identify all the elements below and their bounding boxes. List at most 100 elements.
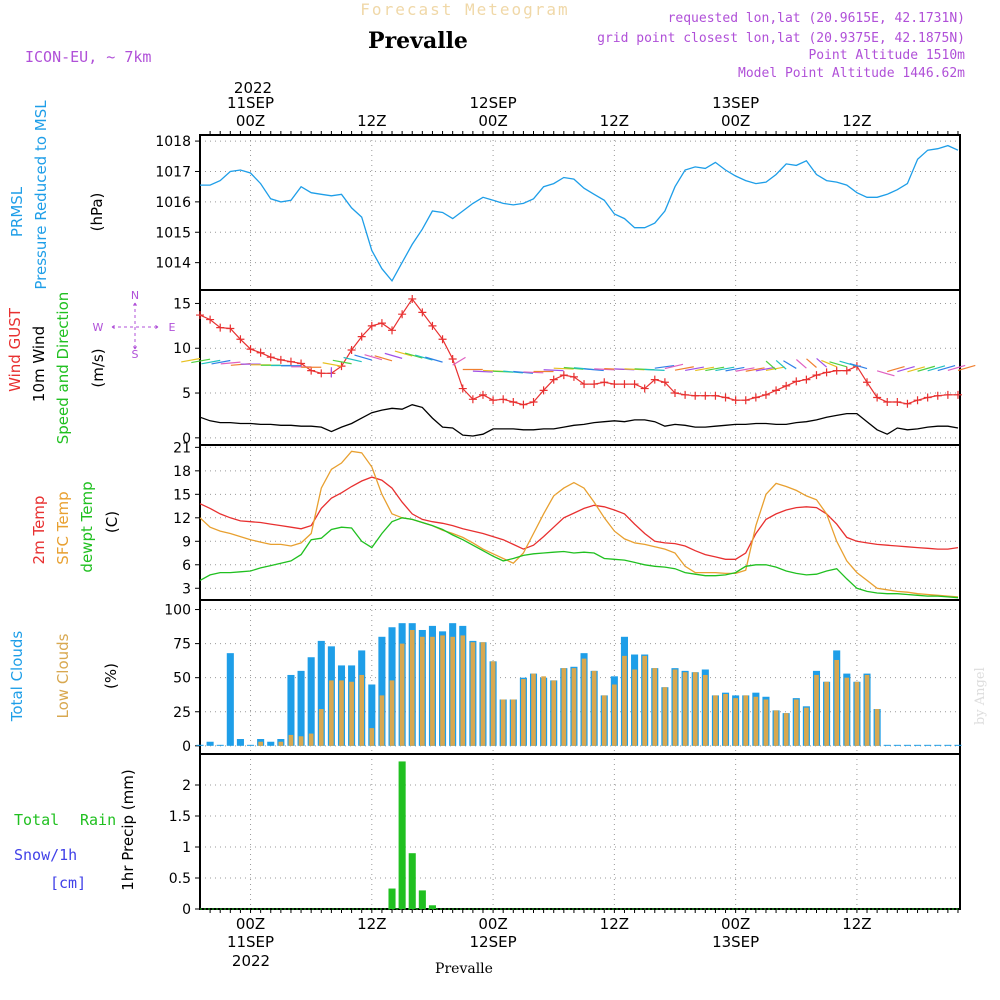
wind-arrow (654, 364, 675, 369)
cloud-total-bar (206, 741, 214, 746)
cloud-low-bar (652, 668, 658, 746)
y-tick-label: 0 (182, 902, 191, 918)
cloud-low-bar (409, 629, 415, 746)
cloud-low-bar (733, 698, 738, 746)
gust-marker (357, 332, 366, 341)
rain-bar (408, 853, 416, 909)
cloud-low-bar (642, 655, 648, 746)
wind-arrow (374, 355, 393, 362)
cloud-low-bar (399, 643, 405, 746)
wind-arrow (907, 366, 925, 373)
gust-marker (630, 380, 639, 389)
gust-marker (499, 395, 508, 404)
cloud-low-bar (612, 684, 617, 746)
gust-marker (580, 380, 589, 389)
gust-marker (802, 375, 811, 384)
bottom-year: 2022 (232, 952, 270, 970)
wind-arrow (725, 366, 745, 372)
y-tick-label: 9 (182, 534, 191, 550)
temp-label-dewpt: dewpt Temp (78, 481, 96, 572)
cloud-low-bar (692, 672, 698, 746)
cloud-low-bar (258, 741, 263, 746)
y-tick-label: 12 (173, 511, 191, 527)
y-tick-label: 15 (173, 487, 191, 503)
gust-marker (933, 391, 942, 400)
gust-marker (569, 372, 578, 381)
wind-arrow (887, 365, 905, 373)
wind-arrow (563, 366, 584, 370)
y-tick-label: 1017 (155, 164, 191, 180)
wind-arrow (332, 359, 352, 365)
gust-marker (893, 397, 902, 406)
gust-marker (620, 380, 629, 389)
cloud-low-bar (854, 681, 860, 746)
cloud-low-bar (440, 635, 445, 746)
wind-arrow (957, 364, 976, 372)
cloud-low-bar (541, 676, 546, 746)
gust-marker (549, 375, 558, 384)
wind-label-speed: Speed and Direction (54, 292, 72, 445)
gust-marker (761, 390, 770, 399)
y-tick-label: 15 (173, 296, 191, 312)
wind-arrow (394, 350, 413, 357)
wind-arrow (664, 363, 684, 370)
gust-marker (711, 391, 720, 400)
y-tick-label: 100 (164, 603, 191, 619)
wind-arrow (745, 367, 765, 372)
gust-marker (731, 396, 740, 405)
cloud-label-low: Low Clouds (54, 633, 72, 718)
cloud-total-bar (883, 744, 891, 746)
cloud-low-bar (420, 636, 425, 746)
cloud-low-bar (632, 669, 637, 746)
point-altitude: Point Altitude 1510m (808, 48, 965, 63)
gust-marker (286, 357, 295, 366)
gust-marker (256, 348, 265, 357)
cloud-low-bar (713, 695, 718, 746)
y-tick-label: 3 (182, 581, 191, 597)
cloud-total-bar (317, 640, 325, 746)
wind-arrow (715, 366, 735, 372)
cloud-total-bar (893, 744, 901, 746)
panel-frame (199, 134, 961, 291)
gust-marker (903, 399, 912, 408)
gust-marker (772, 386, 781, 395)
wind-arrow (644, 368, 665, 371)
cloud-total-bar (924, 744, 932, 746)
cloud-low-bar (500, 699, 506, 746)
y-tick-label: 1018 (155, 134, 191, 150)
wind-arrow (583, 368, 604, 372)
wind-arrow (937, 365, 956, 372)
gust-marker (741, 396, 750, 405)
wind-arrow (364, 354, 383, 361)
x-label-bottom-hour: 12Z (842, 915, 871, 933)
precip-label-total: Total (14, 811, 59, 829)
panel-frame (199, 753, 961, 910)
compass-rose (111, 302, 159, 350)
cloud-low-bar (874, 709, 880, 746)
gust-marker (438, 335, 447, 344)
wind-arrow (897, 365, 915, 373)
gust-marker (418, 308, 427, 317)
wind-arrow (816, 357, 827, 368)
temp-unit: (C) (103, 511, 121, 533)
gust-marker (539, 386, 548, 395)
wind-arrow (553, 367, 574, 370)
y-tick-label: 25 (173, 705, 191, 721)
wind-arrow (684, 366, 705, 372)
gust-marker (408, 294, 417, 303)
y-tick-label: 18 (173, 464, 191, 480)
wind-arrow (695, 366, 715, 372)
rain-bar (418, 890, 426, 909)
gust-marker (681, 390, 690, 399)
cloud-low-bar (834, 659, 840, 746)
cloud-total-bar (903, 744, 911, 746)
cloud-low-bar (308, 733, 314, 746)
x-label-top-date: 12SEP (470, 94, 517, 112)
gust-marker (276, 355, 285, 364)
cloud-low-bar (339, 680, 344, 746)
wind-arrow (674, 366, 694, 371)
cloud-low-bar (753, 696, 759, 746)
temp2m-line (199, 476, 959, 560)
x-label-top-hour: 12Z (600, 112, 629, 130)
